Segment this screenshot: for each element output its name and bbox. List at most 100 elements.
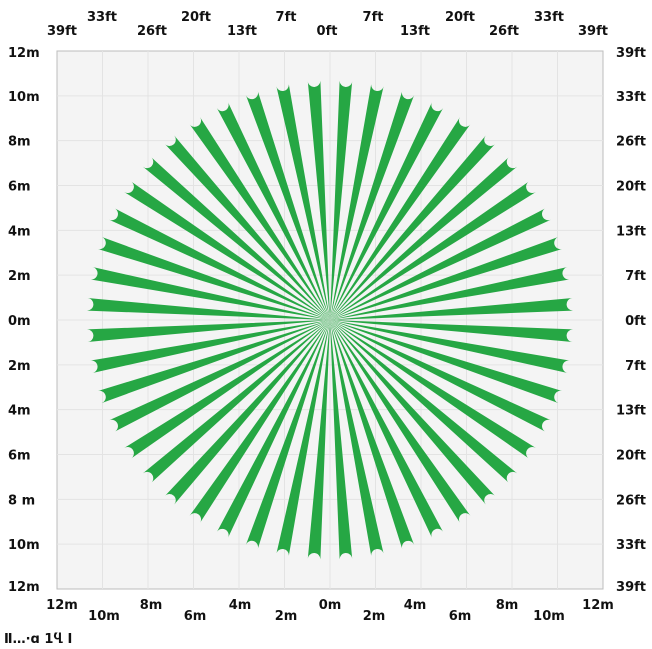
detection-ray (189, 117, 330, 320)
bottom-meter-label: 8m (496, 598, 519, 613)
detection-ray (330, 80, 353, 320)
left-meter-label: 8 m (8, 493, 35, 508)
detection-ray (330, 298, 574, 320)
detection-ray (216, 102, 330, 320)
detection-ray (97, 236, 330, 320)
bottom-meter-labels: 12m 10m 8m 6m 4m 2m 0m 2m 4m 6m 8m 10m 12m (46, 598, 614, 624)
top-feet-labels: 39ft 33ft 26ft 20ft 13ft 7ft 0ft 7ft 13ft 20ft 26f… (47, 10, 608, 39)
detection-ray (90, 267, 330, 320)
left-meter-label: 12m (8, 46, 40, 61)
bottom-meter-label: 12m (46, 598, 78, 613)
detection-ray (90, 320, 330, 373)
top-feet-label: 20ft (445, 10, 475, 25)
left-meter-label: 0m (8, 314, 31, 329)
right-feet-label: 33ft (616, 538, 646, 553)
detection-ray (330, 157, 518, 320)
top-feet-label: 33ft (87, 10, 117, 25)
detection-ray (142, 157, 330, 320)
left-meter-label: 2m (8, 359, 31, 374)
right-feet-label: 13ft (616, 224, 646, 239)
detection-ray (330, 236, 563, 320)
detection-ray (330, 320, 570, 373)
detection-ray (330, 90, 415, 320)
detection-ray (108, 320, 330, 432)
bottom-meter-label: 10m (533, 609, 565, 624)
detection-ray (108, 208, 330, 320)
detection-ray (330, 320, 574, 342)
detection-rays (86, 80, 574, 560)
detection-ray (86, 320, 331, 342)
detection-ray (164, 135, 330, 320)
left-meter-label: 4m (8, 404, 31, 419)
left-meter-label: 10m (8, 90, 40, 105)
detection-ray (276, 83, 330, 320)
detection-ray (330, 320, 353, 560)
detection-ray (124, 320, 330, 459)
left-meter-label: 6m (8, 449, 31, 464)
top-feet-label: 13ft (227, 24, 257, 39)
detection-ray (142, 320, 330, 483)
detection-ray (330, 320, 444, 538)
right-feet-label: 33ft (616, 90, 646, 105)
right-feet-label: 7ft (625, 359, 646, 374)
left-meter-label: 6m (8, 180, 31, 195)
left-meter-label: 8m (8, 135, 31, 150)
detection-ray (330, 320, 536, 459)
bottom-meter-label: 4m (229, 598, 252, 613)
detection-ray (124, 181, 330, 320)
bottom-meter-label: 2m (363, 609, 386, 624)
right-feet-label: 39ft (616, 46, 646, 61)
right-feet-label: 0ft (625, 314, 646, 329)
detection-ray (330, 117, 471, 320)
bottom-meter-label: 0m (319, 598, 342, 613)
left-meter-label: 2m (8, 269, 31, 284)
right-feet-label: 13ft (616, 404, 646, 419)
detection-ray (330, 83, 384, 320)
detection-ray (164, 320, 330, 505)
right-feet-labels: 39ft 33ft 26ft 20ft 13ft 7ft 0ft 7ft 13ft 20ft 26f… (616, 46, 646, 595)
right-feet-label: 20ft (616, 180, 646, 195)
left-meter-label: 4m (8, 224, 31, 239)
detection-ray (330, 320, 563, 404)
top-feet-label: 33ft (534, 10, 564, 25)
detection-ray (189, 320, 330, 523)
bottom-meter-label: 8m (140, 598, 163, 613)
detection-ray (216, 320, 330, 538)
right-feet-label: 26ft (616, 135, 646, 150)
bottom-meter-label: 6m (449, 609, 472, 624)
detection-ray (330, 181, 536, 320)
detection-ray (330, 208, 552, 320)
top-feet-label: 26ft (489, 24, 519, 39)
detection-ray (330, 320, 471, 523)
bottom-meter-label: 4m (404, 598, 427, 613)
detection-ray (330, 267, 570, 320)
detection-ray (307, 80, 330, 320)
detection-ray (330, 320, 415, 550)
detection-ray (330, 320, 496, 505)
detection-ray (330, 320, 384, 557)
top-feet-label: 39ft (578, 24, 608, 39)
left-meter-labels: 12m 10m 8m 6m 4m 2m 0m 2m 4m 6m 8 m 10m 12m (8, 46, 40, 595)
detection-ray (86, 298, 331, 320)
caption-text: Ⅱ…·ɑ 1Ⴁ Ⅰ (4, 632, 73, 647)
top-feet-label: 39ft (47, 24, 77, 39)
top-feet-label: 20ft (181, 10, 211, 25)
top-feet-label: 7ft (363, 10, 384, 25)
detection-ray (245, 90, 330, 320)
detection-ray (97, 320, 330, 404)
detection-ray (276, 320, 330, 557)
right-feet-label: 39ft (616, 580, 646, 595)
top-feet-label: 7ft (276, 10, 297, 25)
detection-ray (330, 320, 552, 432)
top-feet-label: 26ft (137, 24, 167, 39)
detection-ray (330, 135, 496, 320)
detection-ray (330, 320, 518, 483)
detection-ray (307, 320, 330, 560)
right-feet-label: 7ft (625, 269, 646, 284)
right-feet-label: 20ft (616, 449, 646, 464)
right-feet-label: 26ft (616, 493, 646, 508)
bottom-meter-label: 12m (582, 598, 614, 613)
detection-ray (245, 320, 330, 550)
left-meter-label: 10m (8, 538, 40, 553)
